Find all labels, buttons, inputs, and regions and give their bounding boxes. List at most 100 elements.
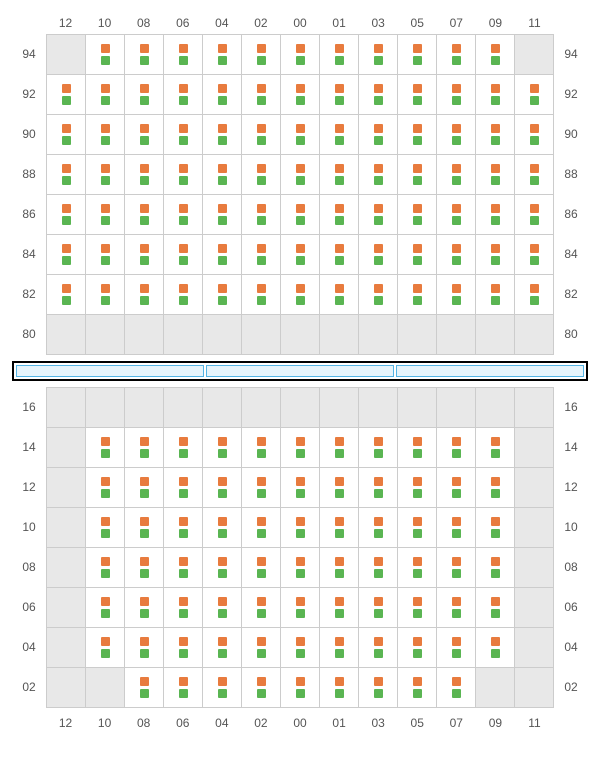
row-label: 86	[12, 194, 46, 234]
status-indicator-a	[452, 517, 461, 526]
status-indicator-b	[413, 529, 422, 538]
slot-occupied	[86, 275, 124, 314]
slot-occupied	[281, 155, 319, 194]
status-indicator-a	[413, 477, 422, 486]
status-indicator-b	[179, 56, 188, 65]
status-indicator-b	[140, 176, 149, 185]
status-indicator-a	[335, 597, 344, 606]
status-indicator-b	[335, 689, 344, 698]
slot-occupied	[47, 75, 85, 114]
status-indicator-b	[179, 649, 188, 658]
status-indicator-b	[452, 569, 461, 578]
status-indicator-a	[296, 124, 305, 133]
slot-occupied	[437, 275, 475, 314]
status-indicator-a	[140, 437, 149, 446]
separator-segment	[16, 365, 204, 377]
status-indicator-a	[452, 164, 461, 173]
slot-empty	[515, 548, 553, 587]
status-indicator-a	[530, 204, 539, 213]
status-indicator-a	[374, 164, 383, 173]
bottom-grid	[46, 387, 554, 708]
status-indicator-a	[530, 164, 539, 173]
slot-occupied	[281, 35, 319, 74]
status-indicator-a	[452, 677, 461, 686]
status-indicator-b	[296, 96, 305, 105]
slot-occupied	[86, 428, 124, 467]
slot-occupied	[125, 468, 163, 507]
status-indicator-b	[374, 176, 383, 185]
slot-occupied	[359, 588, 397, 627]
status-indicator-a	[218, 284, 227, 293]
status-indicator-a	[296, 84, 305, 93]
status-indicator-b	[413, 256, 422, 265]
slot-occupied	[476, 508, 514, 547]
status-indicator-b	[296, 256, 305, 265]
status-indicator-b	[374, 529, 383, 538]
status-indicator-a	[452, 244, 461, 253]
status-indicator-a	[179, 677, 188, 686]
slot-occupied	[398, 588, 436, 627]
status-indicator-a	[140, 557, 149, 566]
row-label: 08	[554, 547, 588, 587]
slot-occupied	[281, 428, 319, 467]
slot-occupied	[242, 628, 280, 667]
slot-occupied	[281, 235, 319, 274]
status-indicator-a	[491, 437, 500, 446]
status-indicator-b	[140, 609, 149, 618]
status-indicator-b	[335, 489, 344, 498]
status-indicator-a	[140, 244, 149, 253]
status-indicator-a	[413, 677, 422, 686]
status-indicator-a	[491, 84, 500, 93]
slot-occupied	[203, 275, 241, 314]
slot-occupied	[86, 35, 124, 74]
status-indicator-a	[530, 84, 539, 93]
slot-occupied	[86, 115, 124, 154]
slot-occupied	[476, 75, 514, 114]
status-indicator-a	[374, 124, 383, 133]
separator-band	[12, 361, 588, 381]
status-indicator-a	[413, 164, 422, 173]
status-indicator-b	[452, 216, 461, 225]
slot-occupied	[320, 275, 358, 314]
status-indicator-b	[413, 609, 422, 618]
status-indicator-a	[335, 284, 344, 293]
top-row-labels-left: 9492908886848280	[12, 34, 46, 355]
status-indicator-b	[257, 96, 266, 105]
status-indicator-b	[218, 56, 227, 65]
slot-empty	[398, 388, 436, 427]
status-indicator-b	[530, 296, 539, 305]
status-indicator-a	[179, 597, 188, 606]
status-indicator-a	[101, 597, 110, 606]
status-indicator-b	[101, 649, 110, 658]
status-indicator-b	[179, 96, 188, 105]
status-indicator-a	[218, 517, 227, 526]
slot-occupied	[437, 508, 475, 547]
status-indicator-a	[218, 637, 227, 646]
status-indicator-b	[491, 296, 500, 305]
slot-occupied	[320, 668, 358, 707]
slot-occupied	[398, 628, 436, 667]
status-indicator-a	[452, 637, 461, 646]
slot-empty	[86, 668, 124, 707]
slot-empty	[242, 315, 280, 354]
slot-empty	[47, 508, 85, 547]
status-indicator-b	[374, 296, 383, 305]
status-indicator-b	[452, 176, 461, 185]
slot-occupied	[242, 428, 280, 467]
slot-occupied	[359, 548, 397, 587]
status-indicator-b	[101, 136, 110, 145]
slot-occupied	[164, 155, 202, 194]
slot-occupied	[359, 668, 397, 707]
status-indicator-a	[374, 437, 383, 446]
status-indicator-a	[62, 284, 71, 293]
slot-occupied	[281, 115, 319, 154]
status-indicator-a	[101, 124, 110, 133]
status-indicator-a	[335, 477, 344, 486]
slot-occupied	[515, 195, 553, 234]
bottom-row-labels-left: 1614121008060402	[12, 387, 46, 708]
status-indicator-a	[335, 124, 344, 133]
status-indicator-b	[491, 569, 500, 578]
status-indicator-b	[374, 609, 383, 618]
row-label: 88	[12, 154, 46, 194]
status-indicator-a	[413, 437, 422, 446]
